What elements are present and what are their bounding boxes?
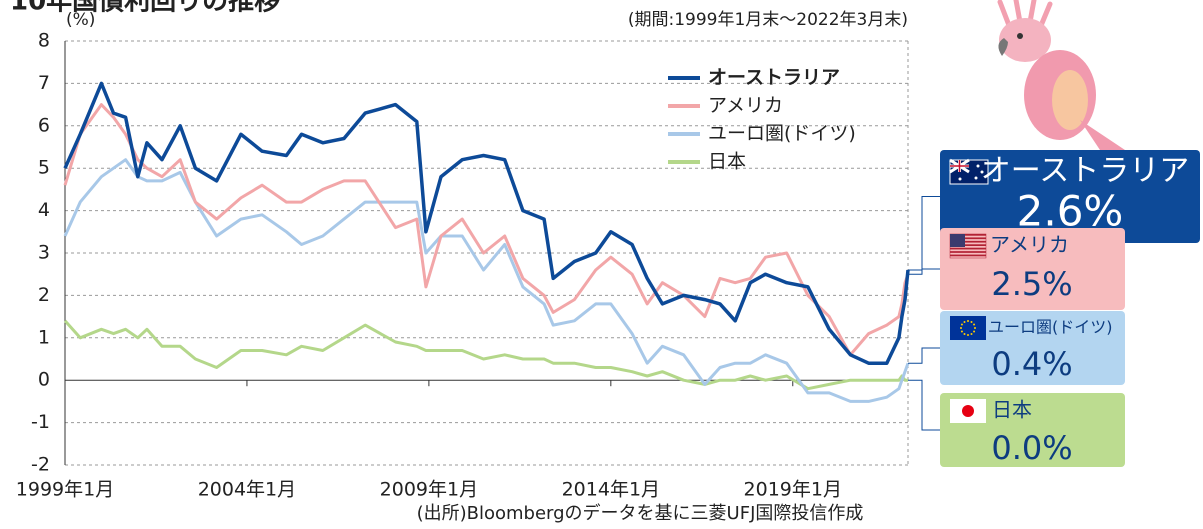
flag [959, 178, 962, 181]
x-tick-label: 2014年1月 [562, 479, 660, 501]
callout: 日本 0.0% [908, 380, 1125, 467]
callout-value: 0.0% [991, 429, 1072, 467]
x-tick-label: 1999年1月 [16, 479, 114, 501]
y-tick-label: 3 [38, 242, 50, 264]
callout-value: 2.5% [991, 265, 1072, 303]
page: 10年国債利回りの推移 (%) (期間:1999年1月末〜2022年3月末) (… [0, 0, 1203, 529]
y-tick-label: 5 [38, 157, 50, 179]
flag [961, 324, 963, 326]
flag [967, 320, 969, 322]
flag [950, 316, 986, 340]
flag [961, 331, 963, 333]
y-tick-label: -2 [31, 454, 50, 476]
y-tick-label: 2 [38, 284, 50, 306]
callout-value: 0.4% [991, 345, 1072, 383]
chart: 10年国債利回りの推移 (%) (期間:1999年1月末〜2022年3月末) (… [0, 0, 1203, 529]
period-note: (期間:1999年1月末〜2022年3月末) [628, 10, 908, 30]
parrot [998, 0, 1125, 150]
callout-connector [908, 348, 940, 363]
y-tick-label: -1 [31, 411, 50, 433]
source-note: (出所)Bloombergのデータを基に三菱UFJ国際投信作成 [417, 503, 864, 524]
callout-name: 日本 [992, 398, 1032, 422]
y-tick-label: 7 [38, 72, 50, 94]
y-tick-label: 6 [38, 114, 50, 136]
y-tick-label: 0 [38, 369, 50, 391]
y-tick-label: 8 [38, 30, 50, 52]
flag [975, 177, 978, 180]
callout: ユーロ圏(ドイツ) 0.4% [908, 311, 1125, 385]
y-tick-label: 4 [38, 199, 50, 221]
flag [960, 327, 962, 329]
x-tick-label: 2009年1月 [380, 479, 478, 501]
y-tick-label: 1 [38, 326, 50, 348]
flag [950, 251, 986, 253]
flag [971, 333, 973, 335]
flag [974, 327, 976, 329]
flag [964, 321, 966, 323]
x-tick-label: 2019年1月 [744, 479, 842, 501]
callout-connector [908, 380, 940, 430]
flag [950, 248, 986, 250]
flag [973, 324, 975, 326]
legend-label: ユーロ圏(ドイツ) [708, 123, 856, 145]
series-line [65, 321, 908, 389]
y-unit: (%) [66, 10, 95, 30]
callout-name: オーストラリア [981, 154, 1190, 189]
flag [964, 333, 966, 335]
x-tick-label: 2004年1月 [198, 479, 296, 501]
callout-connector [908, 197, 940, 270]
legend-label: オーストラリア [708, 67, 840, 89]
flag [977, 165, 980, 168]
legend-label: アメリカ [708, 95, 783, 117]
flag [967, 334, 969, 336]
callout-name: アメリカ [990, 233, 1069, 257]
flag [962, 405, 974, 417]
callout: アメリカ 2.5% [908, 228, 1125, 310]
flag [950, 234, 965, 247]
flag [950, 255, 986, 257]
legend-label: 日本 [708, 151, 746, 173]
flag [971, 321, 973, 323]
callout-name: ユーロ圏(ドイツ) [988, 318, 1113, 337]
flag [973, 331, 975, 333]
chart-title: 10年国債利回りの推移 [10, 0, 280, 17]
